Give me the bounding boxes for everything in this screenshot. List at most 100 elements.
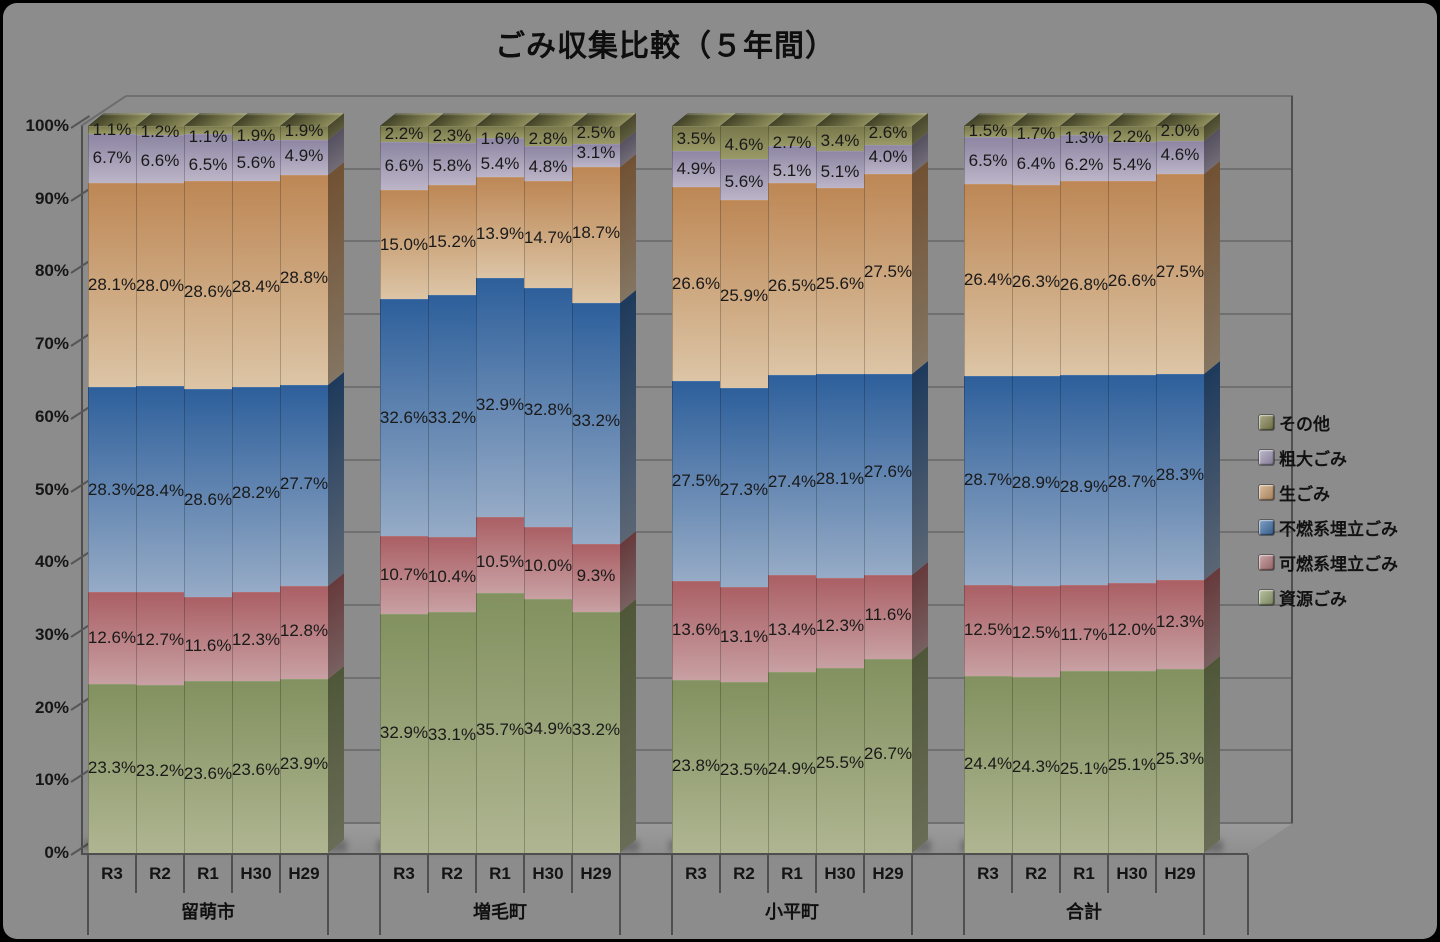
bar-segment-kanen[interactable]: [964, 584, 1012, 676]
bar-segment-shigen[interactable]: [768, 671, 816, 853]
bar-segment-sodai[interactable]: [864, 144, 912, 174]
bar-segment-sonota[interactable]: [280, 126, 328, 140]
bar-segment-sodai[interactable]: [476, 137, 524, 177]
bar-segment-sonota[interactable]: [572, 126, 620, 145]
bar-segment-nama[interactable]: [1108, 181, 1156, 375]
bar-segment-sodai[interactable]: [428, 142, 476, 185]
bar-segment-sonota[interactable]: [672, 126, 720, 152]
bar-segment-sonota[interactable]: [964, 126, 1012, 137]
bar-segment-shigen[interactable]: [1108, 670, 1156, 853]
bar-segment-funen[interactable]: [572, 302, 620, 545]
bar-segment-shigen[interactable]: [280, 679, 328, 853]
bar-segment-nama[interactable]: [768, 182, 816, 376]
bar-segment-funen[interactable]: [1156, 373, 1204, 580]
legend-item-sodai[interactable]: 粗大ごみ: [1259, 440, 1398, 475]
bar-segment-sodai[interactable]: [720, 159, 768, 201]
bar-segment-sodai[interactable]: [1156, 140, 1204, 174]
bar-segment-sodai[interactable]: [572, 144, 620, 167]
bar-segment-nama[interactable]: [720, 200, 768, 389]
bar-segment-shigen[interactable]: [864, 658, 912, 853]
bar-segment-funen[interactable]: [428, 295, 476, 537]
bar-segment-shigen[interactable]: [572, 611, 620, 853]
bar-segment-shigen[interactable]: [816, 667, 864, 853]
bar-segment-sonota[interactable]: [88, 126, 136, 134]
bar-segment-funen[interactable]: [1108, 374, 1156, 584]
bar-segment-funen[interactable]: [816, 373, 864, 579]
bar-segment-nama[interactable]: [864, 173, 912, 374]
bar-segment-sodai[interactable]: [184, 133, 232, 182]
bar-segment-funen[interactable]: [672, 380, 720, 581]
bar-segment-sodai[interactable]: [964, 136, 1012, 185]
bar-segment-funen[interactable]: [232, 386, 280, 592]
bar-segment-kanen[interactable]: [476, 517, 524, 594]
bar-segment-shigen[interactable]: [720, 682, 768, 853]
bar-segment-funen[interactable]: [476, 277, 524, 518]
bar-segment-funen[interactable]: [864, 373, 912, 575]
bar-segment-nama[interactable]: [1156, 173, 1204, 374]
bar-segment-shigen[interactable]: [476, 593, 524, 853]
bar-segment-funen[interactable]: [524, 288, 572, 527]
bar-segment-sodai[interactable]: [1012, 138, 1060, 185]
bar-segment-sodai[interactable]: [672, 151, 720, 188]
bar-segment-sodai[interactable]: [232, 139, 280, 181]
bar-segment-funen[interactable]: [964, 376, 1012, 585]
bar-segment-sodai[interactable]: [524, 146, 572, 182]
bar-segment-nama[interactable]: [572, 166, 620, 303]
bar-segment-sodai[interactable]: [280, 139, 328, 176]
bar-segment-funen[interactable]: [720, 388, 768, 587]
legend-item-funen[interactable]: 不燃系埋立ごみ: [1259, 510, 1398, 545]
bar-segment-shigen[interactable]: [672, 679, 720, 853]
bar-segment-sodai[interactable]: [136, 134, 184, 183]
bar-segment-shigen[interactable]: [184, 681, 232, 853]
bar-segment-funen[interactable]: [1012, 375, 1060, 586]
legend-item-kanen[interactable]: 可燃系埋立ごみ: [1259, 545, 1398, 580]
bar-segment-kanen[interactable]: [524, 526, 572, 600]
bar-segment-kanen[interactable]: [816, 578, 864, 668]
bar-segment-shigen[interactable]: [964, 675, 1012, 853]
bar-segment-sodai[interactable]: [768, 145, 816, 183]
legend-item-sonota[interactable]: その他: [1259, 405, 1398, 440]
bar-segment-sonota[interactable]: [428, 126, 476, 143]
bar-segment-nama[interactable]: [672, 187, 720, 381]
bar-segment-sonota[interactable]: [232, 126, 280, 140]
bar-segment-sodai[interactable]: [1108, 141, 1156, 182]
bar-segment-sonota[interactable]: [720, 126, 768, 160]
bar-segment-sodai[interactable]: [380, 141, 428, 190]
bar-segment-kanen[interactable]: [184, 597, 232, 682]
bar-segment-sonota[interactable]: [476, 126, 524, 138]
bar-segment-kanen[interactable]: [280, 586, 328, 680]
bar-segment-funen[interactable]: [768, 375, 816, 575]
bar-segment-nama[interactable]: [476, 176, 524, 278]
bar-segment-funen[interactable]: [88, 386, 136, 593]
bar-segment-nama[interactable]: [136, 182, 184, 386]
bar-segment-funen[interactable]: [184, 389, 232, 598]
bar-segment-nama[interactable]: [524, 181, 572, 289]
bar-segment-kanen[interactable]: [88, 592, 136, 684]
bar-segment-kanen[interactable]: [136, 592, 184, 685]
bar-segment-funen[interactable]: [136, 386, 184, 593]
bar-segment-funen[interactable]: [380, 299, 428, 537]
bar-segment-nama[interactable]: [88, 182, 136, 387]
bar-segment-sodai[interactable]: [88, 133, 136, 183]
bar-segment-nama[interactable]: [428, 184, 476, 296]
bar-segment-shigen[interactable]: [1060, 670, 1108, 853]
bar-segment-sonota[interactable]: [1012, 126, 1060, 139]
bar-segment-funen[interactable]: [280, 384, 328, 587]
bar-segment-shigen[interactable]: [1156, 669, 1204, 853]
bar-segment-sodai[interactable]: [1060, 135, 1108, 181]
bar-segment-shigen[interactable]: [88, 683, 136, 853]
bar-segment-kanen[interactable]: [1108, 583, 1156, 671]
bar-segment-kanen[interactable]: [720, 586, 768, 683]
bar-segment-shigen[interactable]: [524, 599, 572, 853]
bar-segment-shigen[interactable]: [1012, 676, 1060, 853]
bar-segment-sonota[interactable]: [136, 126, 184, 135]
bar-segment-sodai[interactable]: [816, 150, 864, 188]
bar-segment-shigen[interactable]: [136, 684, 184, 853]
bar-segment-kanen[interactable]: [572, 544, 620, 612]
bar-segment-sonota[interactable]: [816, 126, 864, 151]
bar-segment-nama[interactable]: [184, 181, 232, 390]
bar-segment-sonota[interactable]: [864, 126, 912, 145]
bar-segment-nama[interactable]: [1060, 180, 1108, 376]
bar-segment-kanen[interactable]: [232, 592, 280, 682]
bar-segment-kanen[interactable]: [428, 536, 476, 613]
